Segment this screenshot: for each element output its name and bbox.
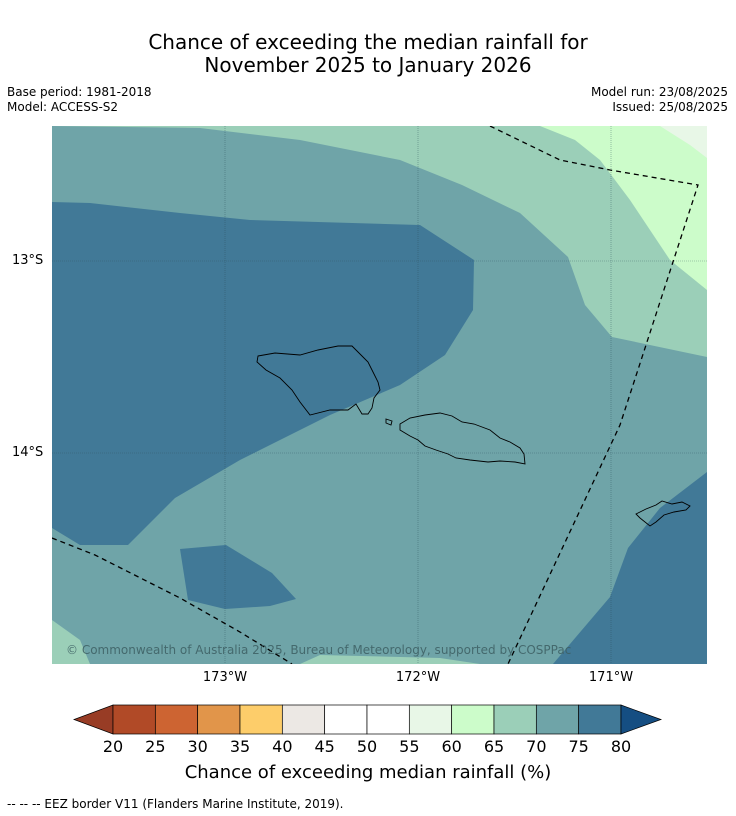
tutuila-island bbox=[635, 500, 691, 527]
region-65-70-southwest bbox=[52, 620, 90, 664]
colorbar-segment-65-70 bbox=[493, 704, 537, 735]
colorbar-tick-55: 55 bbox=[399, 737, 420, 756]
map-panel: © Commonwealth of Australia 2025, Bureau… bbox=[52, 126, 707, 664]
colorbar-segment-45-50 bbox=[324, 704, 368, 735]
region-55-60 bbox=[660, 126, 707, 158]
region-75-80-west bbox=[52, 202, 474, 545]
colorbar-segment-60-65 bbox=[451, 704, 495, 735]
model-run: Model run: 23/08/2025 bbox=[590, 85, 728, 99]
colorbar-tick-45: 45 bbox=[314, 737, 335, 756]
colorbar-segments bbox=[112, 704, 622, 735]
colorbar-segment-70-75 bbox=[535, 704, 580, 735]
upolu-island bbox=[399, 412, 526, 465]
colorbar-tick-75: 75 bbox=[568, 737, 589, 756]
colorbar-tick-30: 30 bbox=[187, 737, 208, 756]
islands bbox=[256, 345, 691, 527]
meta-left: Base period: 1981-2018 Model: ACCESS-S2 bbox=[7, 85, 152, 115]
savaii-island bbox=[256, 345, 381, 416]
lon-label-171w: 171°W bbox=[588, 670, 634, 685]
colorbar-tick-60: 60 bbox=[441, 737, 462, 756]
copyright-notice: © Commonwealth of Australia 2025, Bureau… bbox=[66, 643, 571, 657]
colorbar bbox=[72, 704, 663, 735]
colorbar-segment-75-80 bbox=[578, 704, 622, 735]
lon-label-173w: 173°W bbox=[202, 670, 248, 685]
graticule bbox=[52, 126, 707, 664]
lat-label-13s: 13°S bbox=[12, 253, 44, 268]
region-60-65 bbox=[540, 126, 707, 290]
colorbar-segment-25-30 bbox=[154, 704, 199, 735]
title-line-1: Chance of exceeding the median rainfall … bbox=[148, 30, 588, 54]
issued-date: Issued: 25/08/2025 bbox=[612, 100, 728, 114]
colorbar-tick-70: 70 bbox=[526, 737, 547, 756]
colorbar-under-triangle bbox=[72, 704, 114, 735]
colorbar-segment-20-25 bbox=[112, 704, 156, 735]
chart-title: Chance of exceeding the median rainfall … bbox=[0, 31, 736, 77]
base-period: Base period: 1981-2018 bbox=[7, 85, 152, 99]
eez-border-east bbox=[489, 126, 699, 664]
colorbar-segment-50-55 bbox=[366, 704, 410, 735]
region-75-80-east bbox=[553, 472, 707, 664]
title-line-2: November 2025 to January 2026 bbox=[204, 53, 532, 77]
colorbar-tick-80: 80 bbox=[610, 737, 632, 756]
colorbar-title: Chance of exceeding median rainfall (%) bbox=[184, 762, 552, 783]
eez-legend-note: -- -- -- EEZ border V11 (Flanders Marine… bbox=[7, 797, 344, 811]
apolima-island bbox=[385, 418, 393, 426]
colorbar-over-triangle bbox=[620, 704, 663, 735]
lon-label-172w: 172°W bbox=[395, 670, 441, 685]
colorbar-segment-30-35 bbox=[197, 704, 241, 735]
meta-right: Model run: 23/08/2025 Issued: 25/08/2025 bbox=[591, 85, 728, 115]
region-65-70-north bbox=[52, 126, 707, 357]
colorbar-tick-labels: 20 25 30 35 40 45 50 55 60 65 70 75 80 bbox=[0, 737, 736, 757]
region-65-70-south bbox=[300, 655, 480, 664]
colorbar-tick-50: 50 bbox=[356, 737, 378, 756]
colorbar-tick-65: 65 bbox=[483, 737, 505, 756]
region-75-80-south bbox=[180, 545, 296, 609]
colorbar-tick-25: 25 bbox=[145, 737, 166, 756]
model-name: Model: ACCESS-S2 bbox=[7, 100, 119, 114]
colorbar-segment-55-60 bbox=[408, 704, 453, 735]
eez-border bbox=[52, 126, 699, 664]
eez-border-west bbox=[52, 537, 293, 664]
colorbar-tick-20: 20 bbox=[102, 737, 124, 756]
colorbar-segment-40-45 bbox=[281, 704, 326, 735]
colorbar-segment-35-40 bbox=[239, 704, 283, 735]
colorbar-tick-35: 35 bbox=[229, 737, 251, 756]
colorbar-tick-40: 40 bbox=[272, 737, 293, 756]
lat-label-14s: 14°S bbox=[12, 445, 44, 460]
